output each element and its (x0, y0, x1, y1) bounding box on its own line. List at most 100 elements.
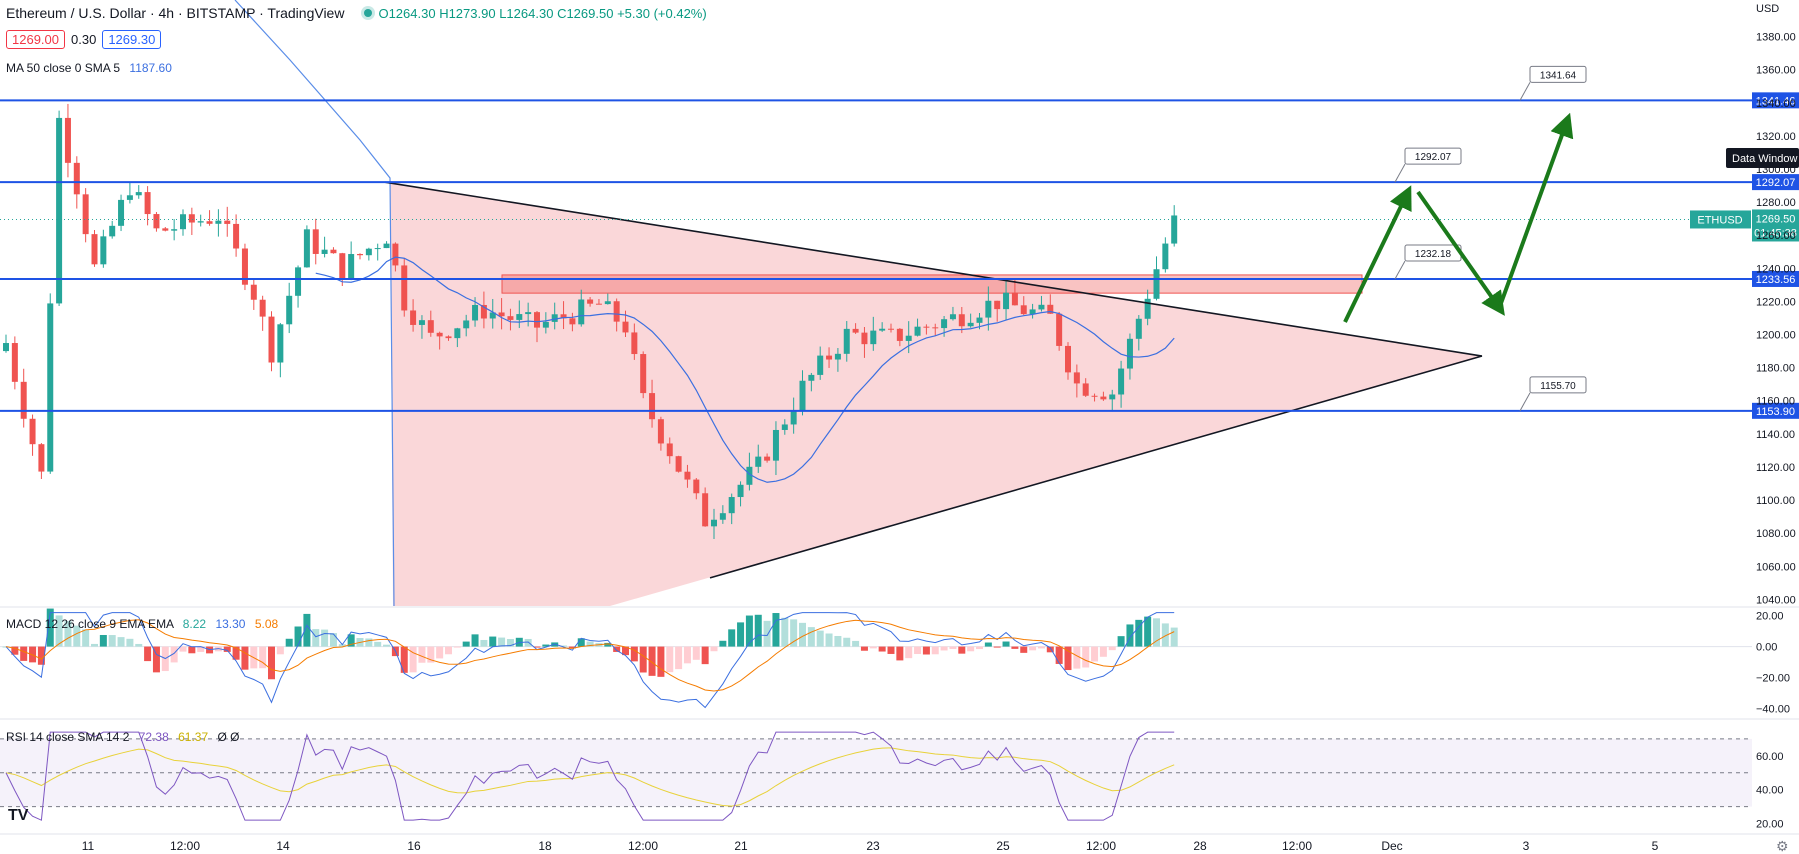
chart-header: Ethereum / U.S. Dollar · 4h · BITSTAMP ·… (6, 5, 707, 21)
macd-bar (241, 646, 249, 670)
macd-bar (1170, 627, 1178, 647)
macd-bar (675, 646, 683, 670)
candle-body (764, 456, 771, 461)
candle-body (1029, 309, 1036, 315)
candle-body (799, 380, 806, 412)
price-axis-tick: 1100.00 (1756, 495, 1795, 507)
level-price-tag (1752, 270, 1799, 287)
candle-body (949, 314, 956, 320)
candle-body (445, 336, 452, 339)
triangle-upper-line (384, 181, 1483, 357)
ma-legend-label: MA 50 close 0 SMA 5 (6, 61, 121, 75)
candle-body (454, 328, 461, 339)
buy-price-button[interactable]: 1269.30 (102, 30, 162, 49)
callout-box (1404, 147, 1462, 165)
rsi-legend[interactable]: RSI 14 close SMA 14 2 72.38 61.37 Ø Ø (6, 730, 240, 744)
candle-body (100, 236, 107, 265)
candle-body (64, 117, 71, 163)
price-axis-tick: 1140.00 (1756, 429, 1795, 441)
candle-body (330, 249, 337, 254)
candle-body (595, 303, 602, 305)
candle-body (719, 513, 726, 520)
macd-bar (64, 621, 72, 647)
candle-body (118, 199, 125, 226)
candle-body (569, 318, 576, 325)
macd-bar (453, 646, 461, 648)
macd-bar (117, 637, 125, 647)
macd-bar (993, 646, 1001, 648)
macd-bar (834, 635, 842, 647)
time-axis-tick: 16 (407, 839, 421, 853)
macd-bar (967, 646, 975, 652)
candle-body (312, 229, 319, 254)
macd-bar (99, 634, 107, 647)
price-axis-tick: 1080.00 (1756, 528, 1796, 540)
candle-body (879, 328, 886, 331)
macd-bar (816, 630, 824, 647)
macd-bar (400, 646, 408, 673)
time-axis-tick: 5 (1652, 839, 1659, 853)
candle-body (47, 303, 54, 472)
rsi-sma-line (5, 747, 1175, 807)
candle-body (268, 316, 275, 363)
macd-bar (1082, 646, 1090, 668)
level-price-label: 1341.46 (1756, 95, 1796, 107)
ma-legend[interactable]: MA 50 close 0 SMA 5 1187.60 (6, 61, 172, 75)
macd-bar (825, 633, 833, 647)
rsi-line (5, 731, 1175, 821)
macd-line (5, 612, 1175, 709)
candle-body (852, 328, 859, 333)
time-axis-tick: 12:00 (1086, 839, 1116, 853)
candle-body (1091, 395, 1098, 397)
macd-legend-label: MACD 12 26 close 9 EMA EMA (6, 617, 174, 631)
price-axis-tick: 1060.00 (1756, 561, 1796, 573)
candle-body (1073, 372, 1080, 384)
macd-bar (232, 646, 240, 660)
macd-legend[interactable]: MACD 12 26 close 9 EMA EMA 8.22 13.30 5.… (6, 617, 278, 631)
candle-body (188, 214, 195, 223)
macd-bar (82, 629, 90, 647)
price-axis-tick: 1040.00 (1756, 594, 1796, 606)
candle-body (436, 332, 443, 337)
candle-body (82, 194, 89, 235)
macd-bar (781, 617, 789, 647)
macd-bar (657, 646, 665, 677)
macd-bar (1037, 646, 1045, 649)
tradingview-logo: TV (8, 807, 29, 824)
candle-body (20, 381, 27, 419)
candle-body (631, 332, 638, 355)
macd-bar (683, 646, 691, 664)
price-axis-tick: 1260.00 (1756, 230, 1796, 242)
macd-bar (577, 638, 585, 647)
macd-bar (754, 614, 762, 647)
last-price-label: 1269.50 (1756, 213, 1796, 225)
time-axis-tick: 3 (1523, 839, 1530, 853)
macd-bar (135, 643, 143, 647)
macd-bar (445, 646, 452, 655)
candle-body (295, 267, 302, 296)
time-axis-tick: 12:00 (628, 839, 658, 853)
candle-body (206, 221, 213, 224)
candle-body (843, 328, 850, 354)
macd-bar (887, 646, 895, 654)
price-axis-tick: 1360.00 (1756, 65, 1796, 77)
price-axis-tick: 1180.00 (1756, 363, 1795, 375)
candle-body (197, 221, 204, 223)
candle-body (1011, 292, 1018, 306)
candle-body (1171, 215, 1178, 244)
rsi-extra-value: Ø Ø (217, 730, 240, 744)
macd-bar (374, 641, 382, 647)
time-axis-tick: 12:00 (1282, 839, 1312, 853)
sell-price-button[interactable]: 1269.00 (6, 30, 65, 49)
macd-bar (11, 646, 19, 655)
macd-bar (498, 637, 506, 647)
level-price-label: 1233.56 (1756, 274, 1796, 286)
macd-bar (843, 637, 851, 647)
symbol-title[interactable]: Ethereum / U.S. Dollar · 4h · BITSTAMP ·… (6, 5, 345, 21)
candle-body (826, 355, 833, 360)
macd-bar (418, 646, 426, 663)
macd-bar (692, 646, 700, 660)
price-axis-tick: 1120.00 (1756, 462, 1795, 474)
macd-bar (710, 646, 718, 652)
